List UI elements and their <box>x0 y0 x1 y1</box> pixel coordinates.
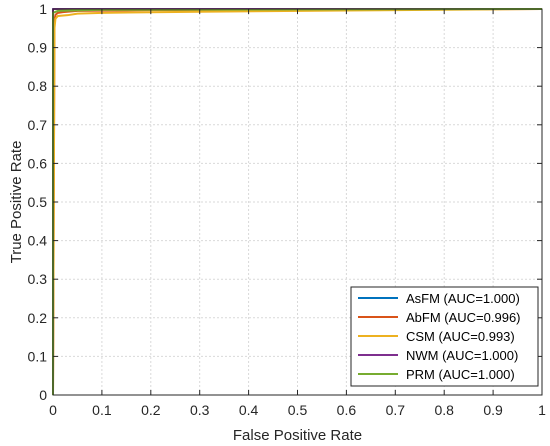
x-tick-label: 0.8 <box>434 402 454 418</box>
y-axis-ticks: 0 0.1 0.2 0.3 0.4 0.5 0.6 0.7 0.8 0.9 1 <box>28 1 542 403</box>
y-tick-label: 0.3 <box>28 271 48 287</box>
x-tick-label: 0.6 <box>337 402 357 418</box>
x-tick-label: 0.4 <box>239 402 259 418</box>
x-tick-label: 1 <box>538 402 546 418</box>
series-line <box>52 8 543 396</box>
y-tick-label: 0.7 <box>28 117 48 133</box>
x-tick-label: 0.3 <box>190 402 210 418</box>
y-tick-label: 0.5 <box>28 194 48 210</box>
legend-label: AsFM (AUC=1.000) <box>406 291 520 306</box>
x-axis-ticks: 0 0.1 0.2 0.3 0.4 0.5 0.6 0.7 0.8 0.9 1 <box>49 9 546 418</box>
legend-label: NWM (AUC=1.000) <box>406 348 518 363</box>
x-tick-label: 0.2 <box>141 402 161 418</box>
y-tick-label: 0.1 <box>28 348 48 364</box>
y-tick-label: 0.6 <box>28 155 48 171</box>
y-axis-title: True Positive Rate <box>8 141 25 264</box>
y-tick-label: 1 <box>39 1 47 17</box>
grid <box>53 9 542 395</box>
legend-label: AbFM (AUC=0.996) <box>406 310 521 325</box>
y-tick-label: 0.2 <box>28 310 48 326</box>
x-tick-label: 0 <box>49 402 57 418</box>
legend: AsFM (AUC=1.000) AbFM (AUC=0.996) CSM (AUC… <box>350 286 539 387</box>
legend-label: CSM (AUC=0.993) <box>406 329 515 344</box>
x-tick-label: 0.5 <box>288 402 308 418</box>
x-tick-label: 0.7 <box>386 402 406 418</box>
x-axis-title: False Positive Rate <box>233 427 362 444</box>
x-tick-label: 0.9 <box>483 402 503 418</box>
y-tick-label: 0 <box>39 387 47 403</box>
x-tick-label: 0.1 <box>92 402 112 418</box>
y-tick-label: 0.9 <box>28 40 48 56</box>
y-tick-label: 0.8 <box>28 78 48 94</box>
y-tick-label: 0.4 <box>28 233 48 249</box>
legend-label: PRM (AUC=1.000) <box>406 367 515 382</box>
